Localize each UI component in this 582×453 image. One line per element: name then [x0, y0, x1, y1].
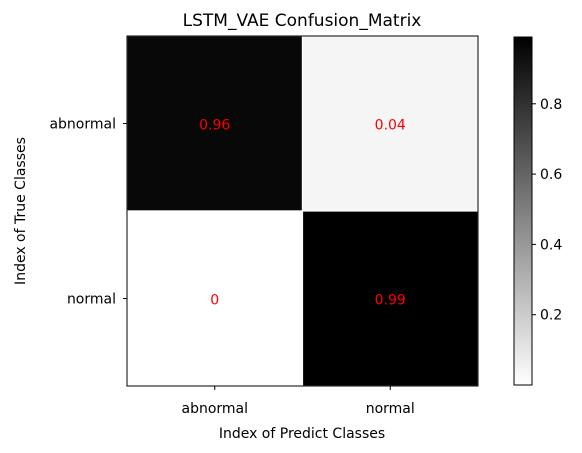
x-axis-label: Index of Predict Classes [219, 426, 385, 442]
heatmap-cell [301, 210, 479, 387]
colorbar-tick-label: 0.6 [540, 167, 562, 183]
plot-frame [126, 35, 479, 387]
y-tick-labels: abnormal normal [49, 117, 127, 308]
cell-value-label: 0 [210, 293, 219, 309]
colorbar [513, 36, 533, 386]
y-tick-label: normal [67, 292, 116, 308]
colorbar-ticks: 0.2 0.4 0.6 0.8 [532, 97, 562, 324]
y-tick-label: abnormal [49, 117, 116, 133]
heatmap-cell [126, 35, 304, 212]
heatmap-cells: 0.96 0.04 0 0.99 [126, 35, 479, 387]
heatmap-cell [126, 210, 304, 387]
cell-value-label: 0.96 [199, 118, 230, 134]
colorbar-tick-label: 0.2 [540, 308, 562, 324]
x-tick-label: normal [366, 401, 415, 417]
colorbar-tick-label: 0.8 [540, 97, 562, 113]
heatmap-cell [301, 35, 479, 212]
cell-value-label: 0.04 [375, 118, 406, 134]
chart-title: LSTM_VAE Confusion_Matrix [183, 11, 422, 31]
cell-value-label: 0.99 [375, 293, 406, 309]
colorbar-tick-label: 0.4 [540, 237, 562, 253]
y-axis-label: Index of True Classes [13, 137, 29, 285]
x-tick-labels: abnormal normal [181, 386, 415, 417]
x-tick-label: abnormal [181, 401, 248, 417]
